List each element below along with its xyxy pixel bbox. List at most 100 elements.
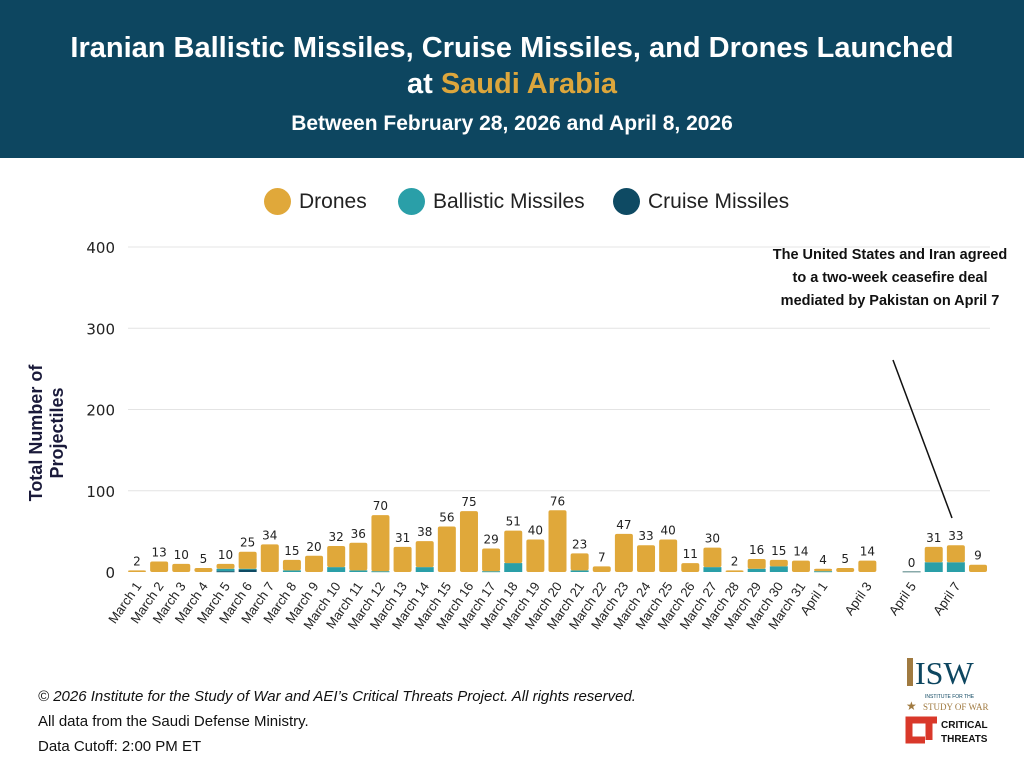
bar-drones: [504, 530, 523, 564]
data-label: 25: [240, 536, 255, 550]
bar-drones: [548, 510, 567, 572]
bar-drones: [946, 545, 965, 563]
bar-drones: [659, 539, 678, 572]
ct-text-1: CRITICAL: [941, 720, 988, 731]
legend-cruise: Cruise Missiles: [613, 188, 789, 215]
bar-drones: [238, 551, 257, 569]
data-label: 33: [638, 529, 653, 543]
data-label: 9: [974, 549, 982, 563]
bar-drones: [349, 542, 368, 571]
bar-drones: [614, 533, 633, 572]
legend-swatch-drones: [264, 188, 291, 215]
data-label: 40: [661, 524, 676, 538]
bar-drones: [194, 567, 213, 572]
bar-drones: [725, 570, 744, 572]
bar-drones: [172, 563, 191, 572]
isw-sub2: STUDY OF WAR: [923, 702, 989, 712]
data-label: 30: [705, 532, 720, 546]
bar-drones: [128, 570, 146, 572]
legend-swatch-cruise: [613, 188, 640, 215]
legend-drones: Drones: [264, 188, 367, 215]
bar-drones: [327, 546, 346, 568]
bar-drones: [791, 560, 810, 572]
data-label: 13: [151, 545, 166, 559]
bar-drones: [393, 546, 412, 572]
data-label: 70: [373, 499, 388, 513]
bar-drones: [570, 553, 589, 571]
legend-label: Cruise Missiles: [648, 189, 790, 213]
bar-drones: [216, 563, 235, 569]
data-label: 47: [616, 518, 631, 532]
y-tick-label: 200: [86, 402, 115, 420]
bar-ballistic: [814, 571, 833, 573]
x-tick-label: April 7: [930, 579, 963, 618]
y-tick-label: 0: [105, 564, 115, 582]
legend-ballistic: Ballistic Missiles: [398, 188, 585, 215]
bar-drones: [150, 561, 169, 572]
data-label: 31: [926, 531, 941, 545]
bar-ballistic: [327, 567, 346, 572]
ct-text-2: THREATS: [941, 734, 988, 745]
bar-ballistic: [769, 566, 788, 572]
x-tick-label: April 5: [886, 579, 919, 618]
data-label: 5: [200, 552, 208, 566]
isw-ct-logo: ISW INSTITUTE FOR THE STUDY OF WAR ★ CRI…: [905, 655, 989, 745]
chart-title: Iranian Ballistic Missiles, Cruise Missi…: [0, 30, 1024, 102]
data-label: 56: [439, 511, 454, 525]
data-label: 5: [841, 552, 849, 566]
bar-ballistic: [415, 567, 434, 572]
data-label: 20: [306, 540, 321, 554]
isw-sword-icon: [907, 658, 913, 686]
bar-drones: [371, 515, 390, 572]
data-label: 75: [461, 495, 476, 509]
bar-drones: [836, 567, 855, 572]
data-label: 4: [819, 553, 827, 567]
data-label: 32: [329, 530, 344, 544]
copyright-text: © 2026 Institute for the Study of War an…: [38, 688, 636, 705]
data-label: 0: [908, 556, 916, 570]
star-icon: ★: [906, 699, 917, 713]
bar-drones: [924, 546, 943, 563]
bar-ballistic: [349, 570, 368, 572]
y-tick-label: 300: [86, 320, 115, 338]
bar-drones: [592, 566, 611, 572]
bar-drones: [769, 559, 788, 567]
legend-swatch-ballistic: [398, 188, 425, 215]
bar-ballistic: [570, 570, 589, 572]
ct-logo-mark: [905, 716, 937, 744]
bar-drones: [969, 564, 987, 572]
data-label: 15: [771, 544, 786, 558]
data-label: 33: [948, 529, 963, 543]
bar-ballistic: [504, 563, 523, 572]
isw-sub1: INSTITUTE FOR THE: [925, 694, 975, 700]
data-label: 38: [417, 525, 432, 539]
bar-drones: [415, 541, 434, 568]
bar-drones: [814, 568, 833, 572]
bar-zero: [902, 571, 921, 573]
isw-logo-text: ISW: [915, 655, 974, 691]
bar-ballistic: [482, 571, 501, 573]
source-text: All data from the Saudi Defense Ministry…: [38, 713, 309, 730]
bar-ballistic: [282, 570, 301, 572]
data-label: 34: [262, 528, 277, 542]
title-highlight: Saudi Arabia: [440, 68, 618, 100]
data-label: 15: [284, 544, 299, 558]
header-banner: Iranian Ballistic Missiles, Cruise Missi…: [0, 0, 1024, 158]
data-label: 76: [550, 494, 565, 508]
bar-drones: [703, 547, 722, 568]
bar-ballistic: [924, 562, 943, 572]
bar-drones: [305, 555, 324, 572]
data-label: 14: [860, 545, 875, 559]
bar-ballistic: [946, 562, 965, 572]
bar-drones: [482, 548, 501, 572]
bar-drones: [637, 545, 656, 572]
data-label: 23: [572, 537, 587, 551]
bar-cruise: [238, 569, 257, 572]
bar-cruise: [216, 571, 235, 573]
cutoff-text: Data Cutoff: 2:00 PM ET: [38, 738, 202, 755]
bar-drones: [459, 511, 478, 572]
ceasefire-annotation: The United States and Iran agreed to a t…: [772, 247, 1008, 309]
data-label: 14: [793, 545, 808, 559]
y-axis-title: Total Number of Projectiles: [26, 364, 67, 502]
data-label: 16: [749, 543, 764, 557]
